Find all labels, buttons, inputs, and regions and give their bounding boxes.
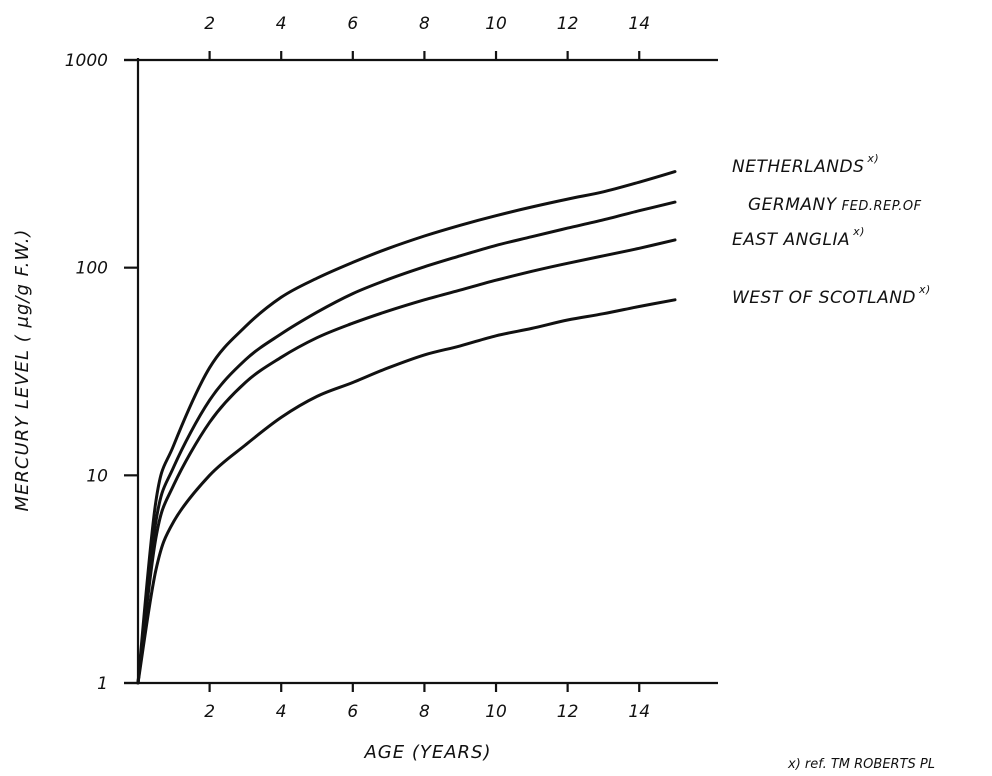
x-tick-label-top: 12 — [557, 14, 579, 34]
series-name: NETHERLANDS — [732, 157, 864, 177]
ticks: 2 2 4 4 6 6 8 8 10 10 12 12 14 14 1 10 100 1000 — [65, 14, 650, 722]
series-name: WEST OF SCOTLAND — [732, 288, 916, 308]
axes — [124, 58, 718, 685]
x-tick-label-top: 10 — [485, 14, 507, 34]
series-reference-mark: x) — [918, 283, 931, 296]
x-tick-label-bottom: 12 — [557, 702, 579, 722]
series-label: EAST ANGLIA x) — [732, 225, 865, 250]
x-tick-label-bottom: 2 — [204, 702, 215, 722]
series-line — [136, 238, 677, 685]
series-qualifier: FED.REP.OF — [842, 199, 922, 214]
x-tick-label-top: 4 — [276, 14, 287, 34]
x-tick-label-bottom: 8 — [419, 702, 430, 722]
x-tick-label-top: 2 — [204, 14, 215, 34]
y-tick-label: 100 — [76, 259, 108, 279]
x-tick-label-bottom: 4 — [276, 702, 287, 722]
series-label: GERMANY FED.REP.OF — [748, 195, 922, 215]
series-reference-mark: x) — [866, 152, 879, 165]
y-axis-title: MERCURY LEVEL ( μg/g F.W.) — [12, 229, 33, 512]
series-line — [136, 298, 677, 685]
series-label: NETHERLANDS x) — [732, 152, 879, 177]
series-name: EAST ANGLIA — [732, 230, 850, 250]
x-axis-title: AGE (YEARS) — [363, 742, 491, 763]
curves — [136, 170, 677, 685]
y-tick-label: 1000 — [65, 51, 108, 71]
series-line — [136, 170, 677, 685]
series-name: GERMANY — [748, 195, 838, 215]
series-reference-mark: x) — [852, 225, 865, 238]
y-tick-label: 10 — [86, 466, 108, 486]
series-line — [136, 200, 677, 685]
x-tick-label-top: 8 — [419, 14, 430, 34]
x-tick-label-bottom: 14 — [628, 702, 650, 722]
footnote: x) ref. TM ROBERTS PL — [787, 757, 935, 771]
x-tick-label-bottom: 10 — [485, 702, 507, 722]
x-tick-label-top: 14 — [628, 14, 650, 34]
x-tick-label-top: 6 — [347, 14, 358, 34]
x-tick-label-bottom: 6 — [347, 702, 358, 722]
series-label: WEST OF SCOTLAND x) — [732, 283, 931, 308]
y-tick-label: 1 — [97, 674, 108, 694]
